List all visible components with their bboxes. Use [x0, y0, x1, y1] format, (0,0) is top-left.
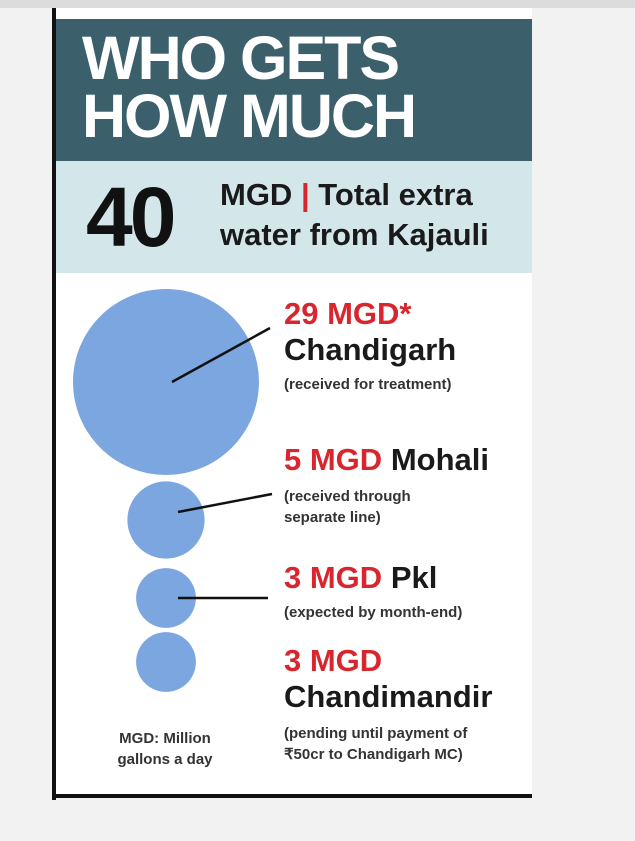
- title-line-2: HOW MUCH: [82, 82, 417, 150]
- name-pkl: Pkl: [390, 560, 438, 595]
- note-mohali-1: (received through: [284, 488, 411, 505]
- leader-line-mohali: [177, 492, 273, 514]
- bubble-chandigarh: [73, 289, 259, 475]
- top-border: [0, 0, 635, 8]
- title-banner: WHO GETS HOW MUCH: [56, 19, 532, 161]
- total-text-line-1: Total extra: [318, 177, 473, 212]
- name-mohali: Mohali: [390, 442, 489, 477]
- footnote: MGD: Million gallons a day: [90, 728, 240, 770]
- leader-line-chandigarh: [171, 326, 271, 384]
- note-chandimandir-2: ₹50cr to Chandigarh MC): [284, 746, 463, 763]
- name-chandigarh: Chandigarh: [284, 332, 457, 367]
- footnote-line-2: gallons a day: [117, 751, 213, 768]
- note-chandimandir-1: (pending until payment of: [284, 725, 468, 742]
- note-mohali-2: separate line): [284, 509, 381, 526]
- note-chandigarh: (received for treatment): [284, 376, 452, 393]
- bubble-pkl: [136, 568, 196, 628]
- total-panel: 40 MGD | Total extra water from Kajauli: [56, 161, 532, 273]
- value-mohali: 5 MGD: [284, 442, 383, 477]
- label-pkl: 3 MGD Pkl (expected by month-end): [284, 560, 462, 623]
- total-unit: MGD: [220, 177, 293, 212]
- left-border: [52, 8, 56, 800]
- bubble-mohali: [127, 481, 205, 559]
- value-pkl: 3 MGD: [284, 560, 383, 595]
- note-pkl: (expected by month-end): [284, 604, 463, 621]
- bottom-border: [52, 794, 532, 798]
- page-title: WHO GETS HOW MUCH: [82, 24, 522, 150]
- total-text-line-2: water from Kajauli: [220, 217, 489, 252]
- label-chandigarh: 29 MGD* Chandigarh (received for treatme…: [284, 296, 456, 395]
- total-separator: |: [300, 177, 310, 212]
- total-value: 40: [86, 170, 176, 264]
- total-description: MGD | Total extra water from Kajauli: [220, 175, 530, 255]
- value-chandimandir: 3 MGD: [284, 643, 383, 678]
- title-line-1: WHO GETS: [82, 24, 400, 92]
- label-chandimandir: 3 MGD Chandimandir (pending until paymen…: [284, 643, 492, 765]
- value-chandigarh: 29 MGD*: [284, 296, 412, 331]
- bubble-chandimandir: [136, 632, 196, 692]
- name-chandimandir: Chandimandir: [284, 679, 493, 714]
- label-mohali: 5 MGD Mohali (received through separate …: [284, 442, 489, 528]
- footnote-line-1: MGD: Million: [119, 730, 211, 747]
